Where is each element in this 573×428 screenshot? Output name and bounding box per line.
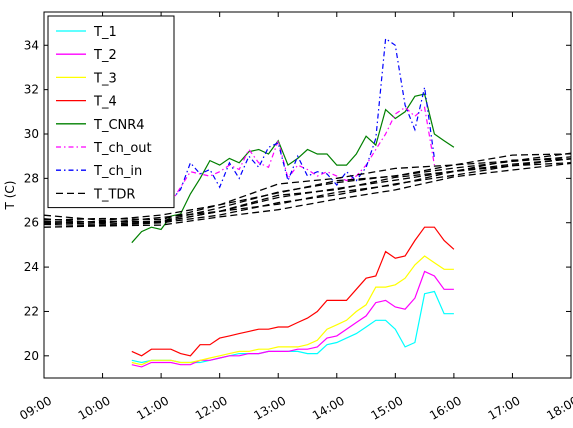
legend-box — [47, 15, 175, 209]
y-tick-label: 28 — [24, 171, 39, 185]
y-axis-label: T (C) — [3, 181, 17, 211]
legend-label: T_TDR — [93, 187, 135, 202]
x-tick-label: 16:00 — [427, 393, 464, 422]
x-tick-label: 10:00 — [76, 393, 113, 422]
series-line-t-tdr — [44, 158, 571, 225]
legend-item: T_CNR4 — [56, 118, 145, 133]
plot-area — [44, 37, 571, 368]
legend-label: T_4 — [93, 95, 117, 110]
legend-label: T_CNR4 — [93, 118, 145, 133]
legend-item: T_ch_out — [56, 141, 152, 156]
x-tick-label: 14:00 — [310, 393, 347, 422]
series-line-t-tdr — [44, 153, 571, 221]
y-tick-label: 20 — [24, 349, 39, 363]
legend-item: T_1 — [56, 25, 117, 40]
x-tick-label: 17:00 — [486, 393, 523, 422]
y-tick-label: 32 — [24, 83, 39, 97]
y-tick-label: 30 — [24, 127, 39, 141]
legend-label: T_1 — [93, 25, 117, 40]
y-tick-label: 24 — [24, 260, 39, 274]
legend-label: T_ch_out — [93, 141, 152, 156]
y-tick-label: 34 — [24, 38, 39, 52]
series-line-t-tdr — [44, 156, 571, 223]
x-tick-label: 18:00 — [544, 393, 573, 422]
series-line-t-ch-out — [170, 106, 435, 204]
x-tick-label: 13:00 — [251, 393, 288, 422]
y-tick-label: 22 — [24, 304, 39, 318]
series-line-t-cnr4 — [131, 93, 455, 244]
x-tick-label: 12:00 — [193, 393, 230, 422]
legend-item: T_2 — [56, 48, 117, 63]
plot-frame — [43, 11, 572, 379]
series-line-t-3 — [131, 255, 454, 366]
series-line-t-2 — [131, 270, 454, 368]
legend-item: T_4 — [56, 95, 117, 110]
x-tick-label: 11:00 — [134, 393, 171, 422]
series-line-t-4 — [131, 226, 455, 357]
legend-item: T_3 — [56, 71, 117, 86]
legend-label: T_3 — [93, 71, 117, 86]
y-tick-label: 26 — [24, 216, 39, 230]
legend: T_1 T_2 T_3 T_4 T_CNR4 T_ch_out T_ch_in T_TDR — [47, 15, 175, 209]
x-tick-label: 09:00 — [17, 393, 54, 422]
series-line-t-ch-in — [170, 37, 435, 201]
legend-label: T_ch_in — [93, 164, 142, 179]
legend-item: T_TDR — [56, 187, 135, 202]
series-line-t-tdr — [44, 162, 571, 228]
legend-item: T_ch_in — [56, 164, 142, 179]
series-line-t-1 — [131, 290, 454, 364]
x-tick-label: 15:00 — [369, 393, 406, 422]
series-line-t-tdr — [44, 162, 571, 227]
legend-label: T_2 — [93, 48, 117, 63]
